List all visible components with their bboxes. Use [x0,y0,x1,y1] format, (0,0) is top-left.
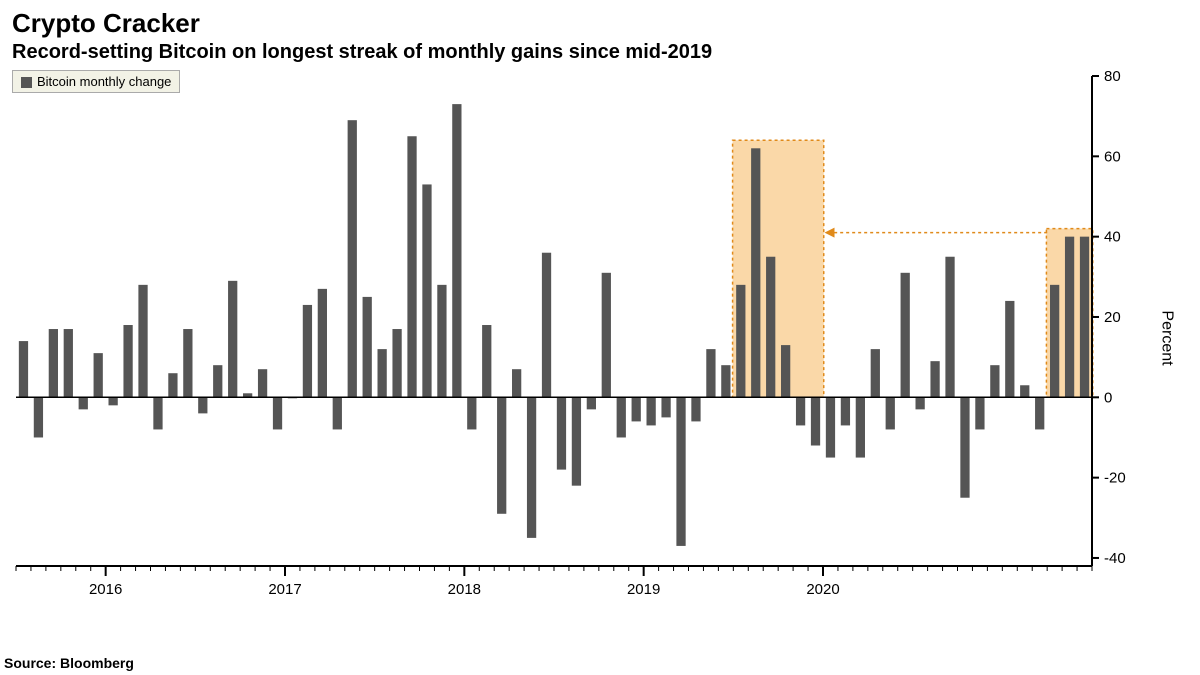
svg-text:2017: 2017 [268,581,301,598]
chart-title: Crypto Cracker [0,0,1200,41]
source-attribution: Source: Bloomberg [4,655,134,671]
svg-text:20: 20 [1104,309,1121,326]
svg-text:2019: 2019 [627,581,660,598]
bar-chart: -40 -20 0 20 40 60 80 2016 2017 2018 2019 2020 [12,70,1138,610]
svg-text:-20: -20 [1104,470,1126,487]
svg-text:0: 0 [1104,389,1112,406]
svg-text:2018: 2018 [448,581,481,598]
svg-text:40: 40 [1104,229,1121,246]
svg-text:2016: 2016 [89,581,122,598]
svg-text:-40: -40 [1104,550,1126,567]
svg-text:80: 80 [1104,70,1121,85]
svg-text:2020: 2020 [806,581,839,598]
svg-text:60: 60 [1104,148,1121,165]
plot-area: -40 -20 0 20 40 60 80 2016 2017 2018 2019 2020 [12,70,1138,610]
y-axis-label: Percent [1157,310,1175,365]
chart-subtitle: Record-setting Bitcoin on longest streak… [0,41,1200,68]
